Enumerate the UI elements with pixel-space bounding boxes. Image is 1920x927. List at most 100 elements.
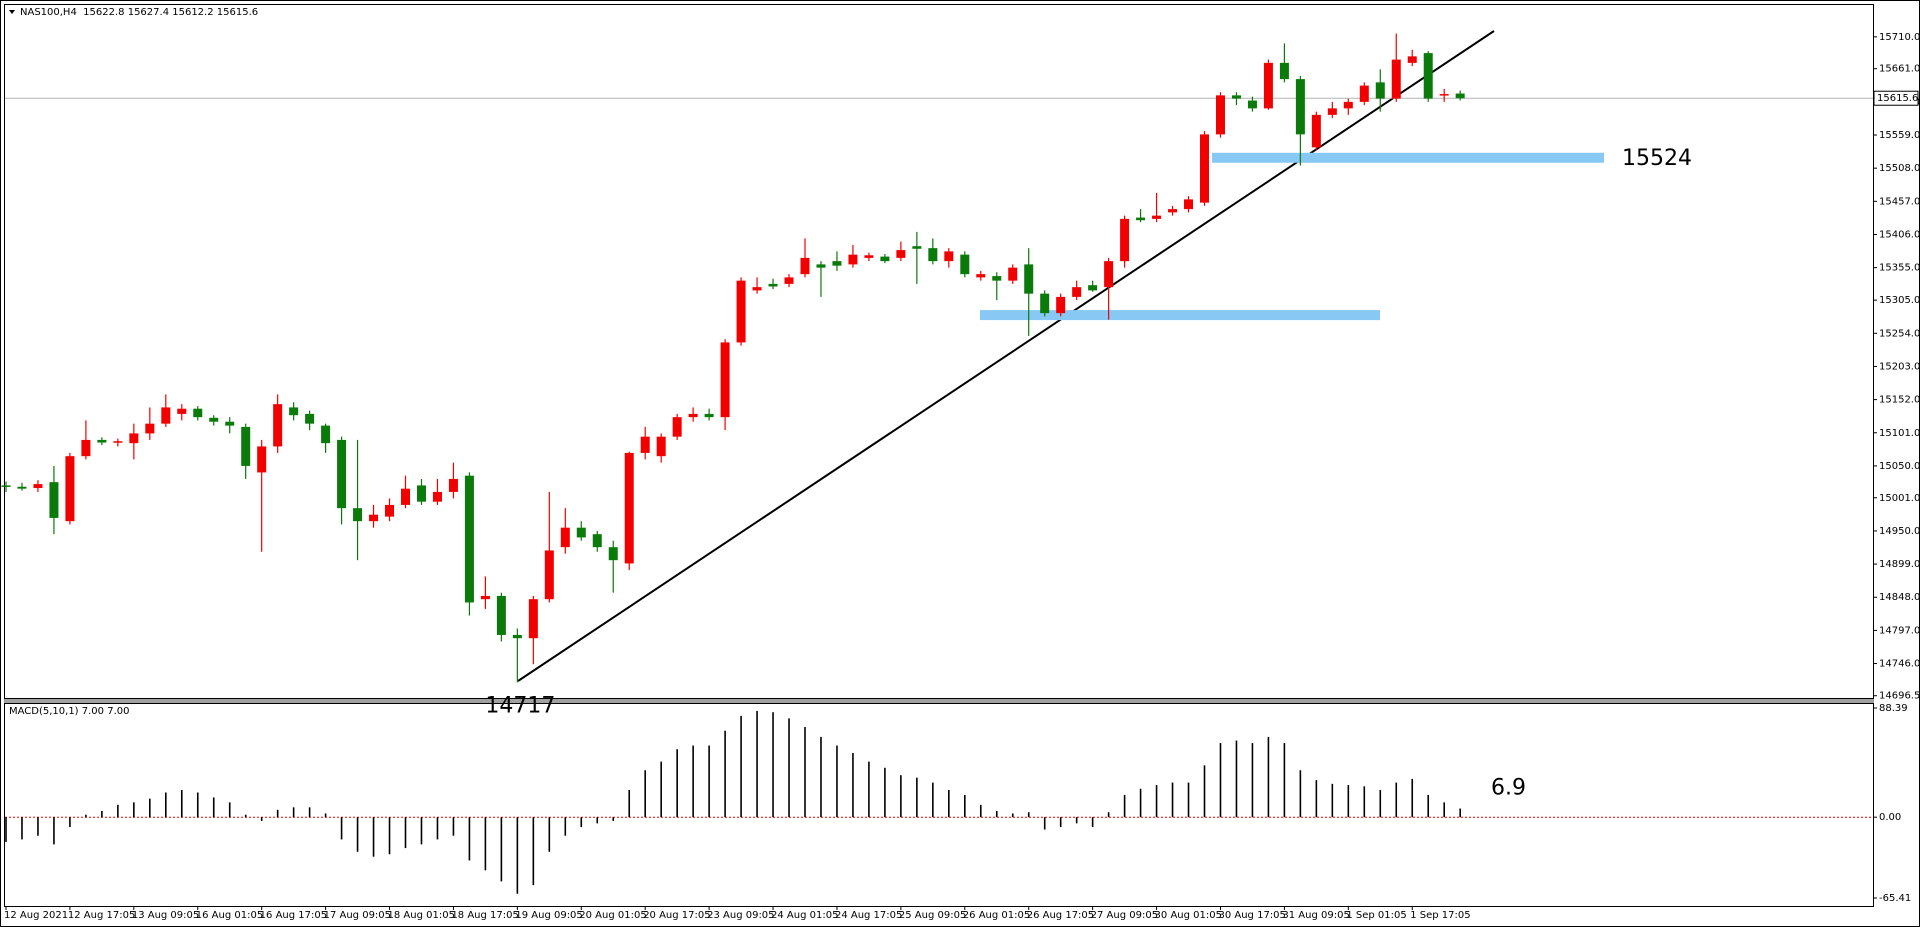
candle-body xyxy=(1423,53,1433,99)
y-tick-label: 15457.0 xyxy=(1879,196,1920,207)
y-tick-label: 88.39 xyxy=(1879,703,1908,714)
candle-body xyxy=(401,488,410,505)
candle-body xyxy=(960,254,970,275)
candle-body xyxy=(369,514,379,522)
candle-body xyxy=(305,413,315,424)
x-tick-label: 16 Aug 17:05 xyxy=(260,910,327,921)
candle-body xyxy=(97,439,107,443)
candle-body xyxy=(496,595,506,635)
candle-body xyxy=(976,274,986,278)
candle-body xyxy=(1327,108,1337,115)
x-tick-label: 24 Aug 17:05 xyxy=(835,910,902,921)
candle-body xyxy=(1231,95,1241,99)
candle-body xyxy=(241,426,251,466)
x-tick-label: 16 Aug 01:05 xyxy=(196,910,263,921)
candle-body xyxy=(257,446,267,473)
candle-body xyxy=(1088,285,1098,291)
candle-body xyxy=(1152,215,1162,219)
low-marker-label: 14717 xyxy=(485,693,555,718)
candle-body xyxy=(1439,94,1449,96)
candle-body xyxy=(752,287,762,291)
candle-body xyxy=(1295,79,1305,135)
x-tick-label: 30 Aug 17:05 xyxy=(1218,910,1285,921)
candle-body xyxy=(688,413,698,418)
menu-arrow[interactable] xyxy=(9,10,15,14)
x-tick-label: 17 Aug 09:05 xyxy=(324,910,391,921)
candle-body xyxy=(321,425,331,444)
candle-body xyxy=(1168,209,1178,213)
candle-body xyxy=(385,504,395,517)
candle-body xyxy=(1104,261,1114,288)
candle-body xyxy=(65,456,75,522)
candle-body xyxy=(145,423,155,434)
candle-body xyxy=(1391,59,1401,99)
candle-body xyxy=(464,475,474,603)
candle-body xyxy=(416,485,426,502)
y-tick-label: 14797.0 xyxy=(1879,625,1920,636)
candle-body xyxy=(1375,82,1385,99)
support-zone xyxy=(980,310,1380,321)
candle-body xyxy=(1455,93,1465,99)
y-tick-label: 15355.0 xyxy=(1879,263,1920,274)
candle-body xyxy=(672,417,682,437)
candle-body xyxy=(193,408,203,418)
y-tick-label: 15305.0 xyxy=(1879,295,1920,306)
candle-body xyxy=(640,436,650,453)
trend-line xyxy=(517,30,1495,682)
x-tick-label: 25 Aug 09:05 xyxy=(899,910,966,921)
last-price-box xyxy=(1873,90,1919,106)
candle-body xyxy=(1343,101,1353,109)
macd-title: MACD(5,10,1) 7.00 7.00 xyxy=(9,706,129,717)
level-label: 15524 xyxy=(1622,146,1692,171)
y-tick-label: 15050.0 xyxy=(1879,461,1920,472)
candle-body xyxy=(1136,217,1146,221)
candle-body xyxy=(816,264,826,268)
marks: 15710.015661.015610.015559.015508.015457… xyxy=(1,32,1920,921)
candle-body xyxy=(1407,56,1417,63)
candle-body xyxy=(928,248,938,262)
y-tick-label: 14848.0 xyxy=(1879,592,1920,603)
x-tick-label: 1 Sep 17:05 xyxy=(1410,910,1470,921)
candle-body xyxy=(1359,85,1369,102)
y-tick-label: 15710.0 xyxy=(1879,32,1920,43)
candle-body xyxy=(880,256,890,262)
candle-body xyxy=(944,251,954,262)
x-tick-label: 12 Aug 2021 xyxy=(4,910,68,921)
candle-body xyxy=(113,441,123,443)
candle-body xyxy=(432,491,442,502)
y-tick-label: 15001.0 xyxy=(1879,493,1920,504)
candle-body xyxy=(992,276,1002,281)
support-zone xyxy=(1212,152,1604,163)
y-tick-label: 15661.0 xyxy=(1879,64,1920,75)
candle-body xyxy=(704,413,714,418)
panel-separator xyxy=(4,699,1874,703)
candle-body xyxy=(736,280,746,343)
x-tick-label: 23 Aug 09:05 xyxy=(707,910,774,921)
candle-body xyxy=(129,433,139,444)
candle-body xyxy=(784,277,794,284)
macd-annotation: 6.9 xyxy=(1491,776,1526,801)
candle-body xyxy=(353,508,363,522)
candle-body xyxy=(768,283,778,287)
candle-body xyxy=(448,478,458,492)
y-tick-label: 15406.0 xyxy=(1879,229,1920,240)
candle-body xyxy=(512,634,522,639)
y-tick-label: 14746.0 xyxy=(1879,659,1920,670)
candle-body xyxy=(848,254,858,265)
candle-body xyxy=(1040,293,1050,314)
y-tick-label: 14950.0 xyxy=(1879,526,1920,537)
y-tick-label: 15152.0 xyxy=(1879,395,1920,406)
x-tick-label: 18 Aug 17:05 xyxy=(451,910,518,921)
candle-body xyxy=(480,595,490,600)
candle-body xyxy=(1056,296,1066,314)
candle-body xyxy=(225,421,235,426)
candle-body xyxy=(1184,199,1194,210)
x-tick-label: 24 Aug 01:05 xyxy=(771,910,838,921)
x-tick-label: 27 Aug 09:05 xyxy=(1091,910,1158,921)
candle-body xyxy=(289,407,299,416)
chart-title: NAS100,H4 15622.8 15627.4 15612.2 15615.… xyxy=(20,7,258,18)
x-tick-label: 30 Aug 01:05 xyxy=(1155,910,1222,921)
candle-body xyxy=(177,408,187,414)
candle-body xyxy=(17,486,27,489)
candle-body xyxy=(161,407,171,424)
